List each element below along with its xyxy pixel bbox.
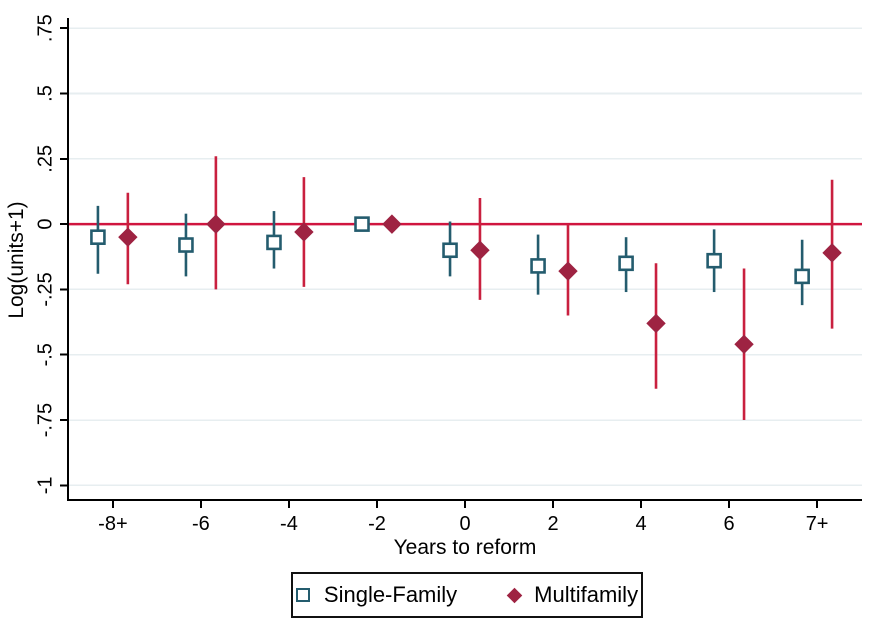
y-tick-label: -1	[34, 476, 56, 494]
x-tick-label: 2	[547, 513, 558, 535]
y-tick-label: 0	[34, 219, 56, 230]
axes	[60, 18, 862, 508]
legend-item-multifamily: Multifamily	[506, 582, 639, 608]
series-multifamily	[118, 156, 842, 421]
point-marker	[822, 243, 842, 263]
y-axis-title: Log(units+1)	[5, 201, 28, 319]
x-tick-label: 6	[724, 513, 735, 535]
x-axis-title: Years to reform	[393, 536, 537, 559]
x-tick-label: -4	[280, 513, 298, 535]
point-marker	[266, 234, 282, 251]
series-single-family	[90, 205, 810, 306]
x-tick-label: 4	[635, 513, 646, 535]
x-tick-label: 7+	[806, 513, 829, 535]
x-tick-label: -2	[368, 513, 386, 535]
x-tick-label: -6	[192, 513, 210, 535]
y-tick-label: .75	[34, 14, 56, 42]
y-tick-label: .25	[34, 145, 56, 173]
point-marker	[354, 216, 370, 232]
point-marker	[618, 255, 634, 272]
point-marker	[706, 252, 722, 269]
diamond-marker-icon	[506, 587, 523, 603]
point-marker	[530, 258, 546, 274]
y-tick-label: .5	[34, 85, 56, 102]
point-marker	[118, 227, 138, 247]
point-marker	[382, 214, 402, 234]
point-marker	[794, 268, 810, 285]
legend-label-single-family: Single-Family	[323, 582, 458, 607]
point-marker	[646, 313, 666, 334]
x-tick-labels: -8+ -6 -4 -2 0 2 4 6 7+	[98, 513, 828, 535]
legend: Single-Family Multifamily	[291, 572, 643, 618]
point-marker	[90, 229, 106, 245]
point-marker	[178, 237, 194, 253]
y-tick-label: -.25	[34, 272, 56, 306]
point-marker	[734, 334, 754, 355]
point-marker	[558, 261, 578, 281]
square-marker-icon	[295, 588, 310, 602]
point-marker	[206, 214, 226, 234]
point-marker	[442, 242, 458, 259]
y-gridlines	[68, 27, 862, 487]
y-tick-label: -.75	[34, 403, 56, 437]
point-marker	[294, 222, 314, 242]
y-tick-labels: .75 .5 .25 0 -.25 -.5 -.75 -1	[34, 14, 56, 494]
y-tick-label: -.5	[34, 343, 56, 366]
x-tick-label: -8+	[98, 513, 127, 535]
point-marker	[470, 240, 490, 260]
legend-label-multifamily: Multifamily	[534, 582, 639, 607]
x-tick-label: 0	[459, 513, 470, 535]
legend-item-single-family: Single-Family	[295, 582, 458, 608]
